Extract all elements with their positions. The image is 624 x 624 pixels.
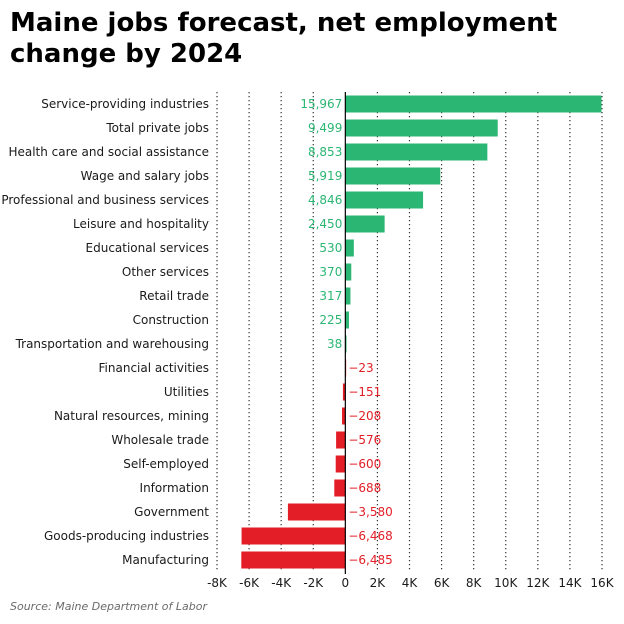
category-label: Health care and social assistance: [8, 145, 209, 159]
value-label: 38: [327, 337, 342, 351]
bar: [345, 287, 351, 305]
bar: [336, 431, 346, 449]
category-label: Retail trade: [139, 289, 209, 303]
category-label: Wage and salary jobs: [81, 169, 209, 183]
value-label: 370: [319, 265, 342, 279]
value-label: −3,580: [348, 505, 392, 519]
bar: [345, 167, 441, 185]
x-tick-label: 4K: [402, 576, 419, 590]
source-note: Source: Maine Department of Labor: [10, 600, 208, 613]
value-label: −6,485: [348, 553, 392, 567]
value-label: 15,967: [300, 97, 342, 111]
value-label: −6,468: [348, 529, 392, 543]
category-label: Natural resources, mining: [54, 409, 209, 423]
category-label: Transportation and warehousing: [15, 337, 209, 351]
bar: [335, 455, 346, 473]
category-label: Government: [134, 505, 209, 519]
bar: [345, 311, 349, 329]
bar: [345, 215, 385, 233]
x-axis-ticks: -8K -6K -4K -2K 0 2K 4K 6K 8K 10K 12K 14K 16K: [207, 576, 615, 590]
category-label: Other services: [122, 265, 209, 279]
x-tick-label: 14K: [558, 576, 582, 590]
bar: [342, 383, 346, 401]
value-labels: 15,967 9,499 8,853 5,919 4,846 2,450 530 370 317…: [300, 97, 392, 567]
grid-lines: [216, 92, 603, 570]
x-tick-label: -8K: [207, 576, 228, 590]
x-tick-label: 10K: [494, 576, 518, 590]
value-label: −576: [348, 433, 381, 447]
bars: [241, 95, 602, 569]
value-label: −600: [348, 457, 381, 471]
value-label: −23: [348, 361, 373, 375]
category-label: Leisure and hospitality: [73, 217, 209, 231]
bar: [345, 143, 488, 161]
chart-title: Maine jobs forecast, net employment chan…: [10, 8, 558, 69]
category-label: Information: [140, 481, 209, 495]
category-label: Utilities: [164, 385, 209, 399]
value-label: 4,846: [308, 193, 342, 207]
x-tick-label: 12K: [526, 576, 550, 590]
x-tick-label: -6K: [239, 576, 260, 590]
category-labels: Service-providing industries Total privat…: [1, 97, 209, 567]
category-label: Self-employed: [123, 457, 209, 471]
value-label: −208: [348, 409, 381, 423]
x-tick-label: 0: [342, 576, 350, 590]
category-label: Service-providing industries: [41, 97, 209, 111]
bar: [241, 527, 346, 545]
bar: [241, 551, 346, 569]
bar: [287, 503, 346, 521]
bar: [341, 407, 346, 425]
value-label: 2,450: [308, 217, 342, 231]
category-label: Professional and business services: [1, 193, 209, 207]
category-label: Wholesale trade: [111, 433, 209, 447]
x-tick-label: 16K: [590, 576, 614, 590]
x-tick-label: 8K: [466, 576, 483, 590]
category-label: Educational services: [86, 241, 209, 255]
category-label: Total private jobs: [105, 121, 209, 135]
value-label: 8,853: [308, 145, 342, 159]
category-label: Manufacturing: [122, 553, 209, 567]
category-label: Construction: [133, 313, 209, 327]
category-label: Financial activities: [99, 361, 209, 375]
value-label: −151: [348, 385, 381, 399]
x-tick-label: -2K: [303, 576, 324, 590]
value-label: 9,499: [308, 121, 342, 135]
x-tick-label: 6K: [434, 576, 451, 590]
value-label: 225: [319, 313, 342, 327]
value-label: 5,919: [308, 169, 342, 183]
bar: [345, 119, 498, 137]
bar: [345, 191, 424, 209]
value-label: 317: [319, 289, 342, 303]
value-label: 530: [319, 241, 342, 255]
value-label: −688: [348, 481, 381, 495]
category-label: Goods-producing industries: [44, 529, 209, 543]
bar: [345, 95, 602, 113]
x-tick-label: -4K: [271, 576, 292, 590]
bar: [345, 239, 354, 257]
bar: [334, 479, 346, 497]
x-tick-label: 2K: [370, 576, 387, 590]
bar: [345, 263, 352, 281]
